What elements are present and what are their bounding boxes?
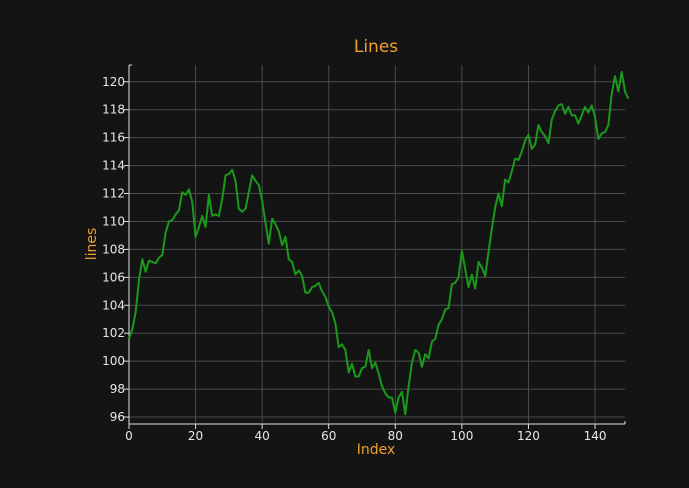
axes xyxy=(128,64,626,425)
x-tick-label: 100 xyxy=(450,429,473,443)
grid xyxy=(128,65,625,424)
x-tick-label: 140 xyxy=(584,429,607,443)
x-tick-label: 80 xyxy=(388,429,403,443)
x-axis-label: Index xyxy=(357,442,396,458)
y-tick-label: 100 xyxy=(102,354,125,368)
y-tick-label: 108 xyxy=(102,242,125,256)
y-tick-label: 98 xyxy=(110,382,125,396)
ticks: 0 20 40 60 80 100 120 140 96 98 100 102 104 106 108 110… xyxy=(102,75,606,443)
y-tick-label: 96 xyxy=(110,410,125,424)
x-tick-label: 120 xyxy=(517,429,540,443)
y-tick-label: 110 xyxy=(102,214,125,228)
y-axis-label: lines xyxy=(84,228,100,261)
y-tick-label: 102 xyxy=(102,326,125,340)
series-line-0 xyxy=(128,70,630,416)
x-tick-label: 40 xyxy=(255,429,270,443)
x-tick-label: 0 xyxy=(125,429,133,443)
y-tick-label: 114 xyxy=(102,159,125,173)
y-tick-label: 120 xyxy=(102,75,125,89)
x-tick-label: 20 xyxy=(188,429,203,443)
y-tick-label: 104 xyxy=(102,298,125,312)
series-layer xyxy=(128,70,630,416)
x-tick-label: 60 xyxy=(321,429,336,443)
y-tick-label: 106 xyxy=(102,270,125,284)
y-tick-label: 116 xyxy=(102,131,125,145)
chart-title: Lines xyxy=(354,37,398,57)
y-tick-label: 118 xyxy=(102,103,125,117)
y-tick-label: 112 xyxy=(102,187,125,201)
